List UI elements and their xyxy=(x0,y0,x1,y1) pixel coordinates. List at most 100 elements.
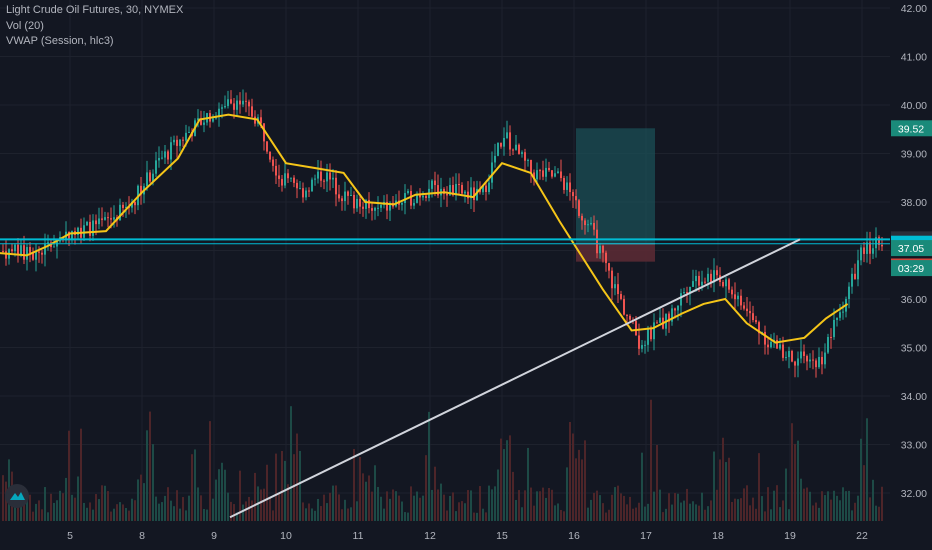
candle-body xyxy=(497,142,499,156)
candle-body xyxy=(794,361,796,366)
candle-body xyxy=(122,204,124,208)
candle-body xyxy=(272,159,274,166)
volume-bar xyxy=(659,489,661,521)
candle-body xyxy=(359,198,361,207)
candle-body xyxy=(659,317,661,323)
volume-bar xyxy=(401,501,403,521)
candle-body xyxy=(224,106,226,108)
candle-body xyxy=(590,222,592,225)
candle-body xyxy=(98,218,100,225)
candle-body xyxy=(314,178,316,180)
volume-bar xyxy=(143,483,145,521)
volume-bar xyxy=(389,498,391,521)
candle-body xyxy=(470,187,472,199)
volume-bars xyxy=(2,399,883,521)
candle-body xyxy=(377,207,379,209)
volume-bar xyxy=(575,458,577,521)
volume-bar xyxy=(788,509,790,521)
volume-bar xyxy=(188,495,190,521)
candle-body xyxy=(551,170,553,177)
tradingview-logo-icon[interactable] xyxy=(5,484,29,508)
candle-body xyxy=(44,244,46,255)
candle-body xyxy=(308,190,310,192)
candle-body xyxy=(557,171,559,174)
volume-bar xyxy=(629,496,631,521)
candle-body xyxy=(854,273,856,280)
candle-body xyxy=(107,217,109,219)
volume-bar xyxy=(134,500,136,521)
volume-bar xyxy=(194,449,196,521)
volume-bar xyxy=(182,497,184,521)
volume-bar xyxy=(638,502,640,521)
volume-bar xyxy=(617,485,619,521)
candle-body xyxy=(77,227,79,236)
countdown-text: 03:29 xyxy=(898,263,924,275)
volume-bar xyxy=(881,486,883,521)
volume-bar xyxy=(149,411,151,521)
volume-bar xyxy=(68,430,70,521)
volume-bar xyxy=(431,489,433,521)
candle-body xyxy=(110,218,112,220)
candle-body xyxy=(320,171,322,181)
candle-body xyxy=(92,220,94,236)
target-zone[interactable] xyxy=(576,128,655,244)
candle-body xyxy=(434,180,436,186)
candle-body xyxy=(782,344,784,358)
candle-body xyxy=(278,175,280,179)
candle-body xyxy=(404,193,406,204)
volume-bar xyxy=(593,492,595,521)
long-position-tool[interactable] xyxy=(576,128,655,262)
volume-bar xyxy=(302,502,304,521)
candle-body xyxy=(311,179,313,192)
candle-body xyxy=(389,202,391,211)
volume-bar xyxy=(365,481,367,521)
symbol-title[interactable]: Light Crude Oil Futures, 30, NYMEX xyxy=(6,4,184,16)
candle-body xyxy=(20,245,22,255)
vwap-indicator-label[interactable]: VWAP (Session, hlc3) xyxy=(6,35,114,47)
volume-bar xyxy=(503,449,505,521)
candle-body xyxy=(716,270,718,276)
time-tick-label: 18 xyxy=(712,530,724,542)
trendline[interactable] xyxy=(229,238,801,519)
candle-body xyxy=(626,314,628,316)
volume-bar xyxy=(95,494,97,521)
candle-body xyxy=(302,188,304,198)
candle-body xyxy=(827,336,829,353)
volume-bar xyxy=(221,462,223,521)
candle-body xyxy=(233,103,235,110)
volume-bar xyxy=(23,503,25,521)
volume-bar xyxy=(746,485,748,521)
volume-indicator-label[interactable]: Vol (20) xyxy=(6,19,44,32)
candle-body xyxy=(290,177,292,179)
candle-body xyxy=(602,245,604,253)
volume-bar xyxy=(803,488,805,521)
volume-bar xyxy=(356,501,358,521)
price-tick-label: 40.00 xyxy=(901,100,927,112)
candle-body xyxy=(425,195,427,199)
candle-body xyxy=(722,281,724,287)
candle-body xyxy=(686,292,688,294)
volume-bar xyxy=(500,438,502,521)
volume-bar xyxy=(854,502,856,521)
candle-body xyxy=(617,284,619,295)
volume-bar xyxy=(719,459,721,521)
candle-body xyxy=(251,106,253,117)
candle-body xyxy=(584,220,586,226)
stop-zone[interactable] xyxy=(576,243,655,262)
candle-body xyxy=(740,295,742,306)
volume-bar xyxy=(671,504,673,521)
volume-bar xyxy=(443,494,445,521)
candle-body xyxy=(401,203,403,205)
time-axis[interactable] xyxy=(0,521,932,550)
candle-body xyxy=(539,170,541,172)
volume-bar xyxy=(713,451,715,521)
volume-bar xyxy=(386,491,388,521)
volume-bar xyxy=(251,500,253,521)
candle-body xyxy=(284,173,286,186)
candle-body xyxy=(317,171,319,179)
volume-bar xyxy=(116,504,118,521)
volume-bar xyxy=(698,505,700,521)
candle-body xyxy=(644,344,646,346)
